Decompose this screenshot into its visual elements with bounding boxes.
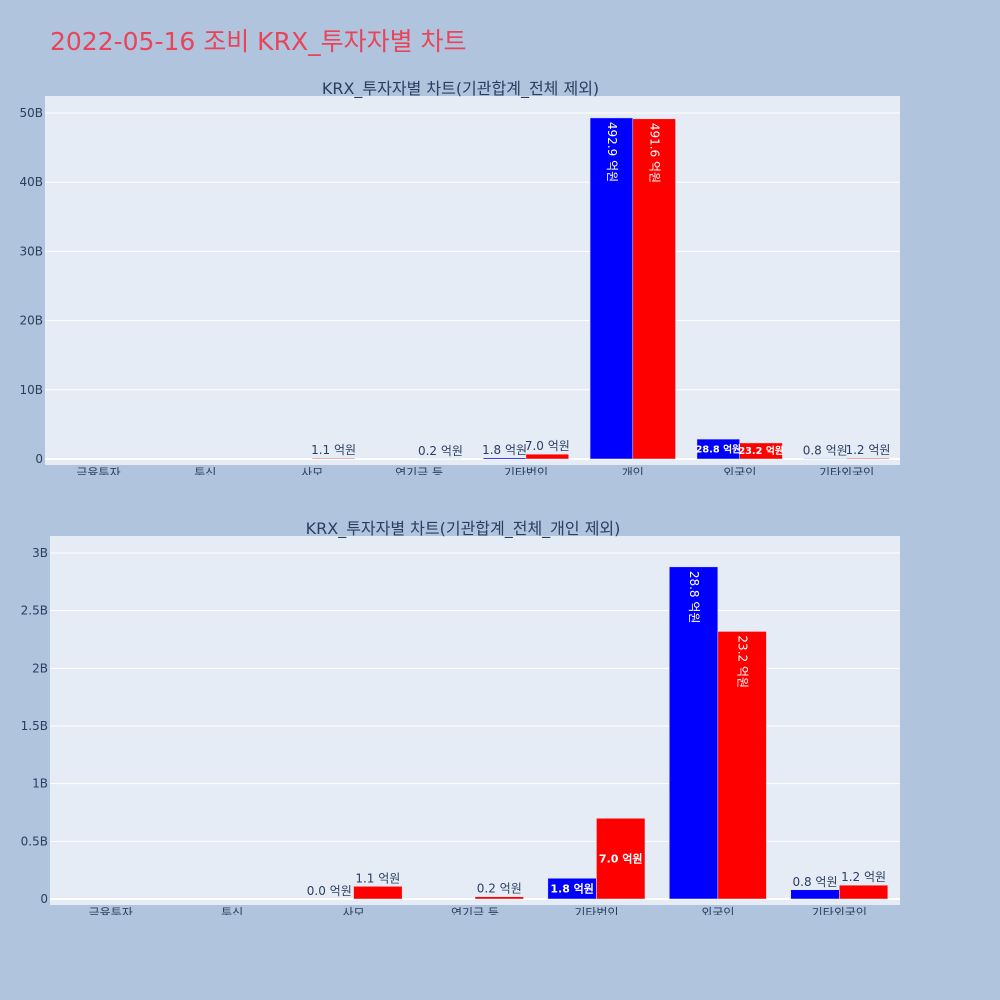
bar — [525, 453, 569, 460]
x-tick-label: 외국인 — [723, 466, 756, 475]
bar — [353, 886, 403, 900]
bar — [669, 566, 719, 900]
data-label: 7.0 억원 — [599, 851, 643, 865]
y-tick-label: 2B — [32, 661, 48, 675]
data-label: 1.2 억원 — [845, 443, 890, 457]
data-label: 1.8 억원 — [550, 881, 594, 895]
y-tick-label: 20B — [19, 314, 43, 328]
x-tick-label: 금융투자 — [89, 906, 133, 915]
plot-area — [50, 536, 900, 905]
x-tick-label: 투신 — [194, 466, 216, 475]
x-tick-label: 개인 — [622, 466, 644, 475]
chart-title: KRX_투자자별 차트(기관합계_전체 제외) — [322, 79, 599, 99]
bar — [482, 457, 527, 460]
y-tick-label: 40B — [19, 175, 43, 189]
bar — [596, 818, 646, 900]
x-tick-label: 기타법인 — [574, 906, 618, 915]
page-title: 2022-05-16 조비 KRX_투자자별 차트 — [50, 27, 467, 56]
data-label: 7.0 억원 — [525, 439, 570, 453]
bar — [632, 118, 676, 460]
data-label: 1.8 억원 — [482, 443, 527, 457]
bar — [739, 442, 783, 460]
y-tick-label: 0.5B — [21, 834, 48, 848]
x-tick-label: 연기금 등 — [395, 466, 443, 475]
data-label: 23.2 억원 — [736, 635, 750, 688]
chart-excluding-individual: 0 0.5B 1B 1.5B 2B 2.5B 3B KRX_투자자별 차트(기관합계_전체_개… — [21, 519, 900, 915]
x-tick-label: 연기금 등 — [451, 906, 499, 915]
x-tick-label: 외국인 — [701, 906, 734, 915]
x-tick-label: 기타외국인 — [812, 906, 867, 915]
x-tick-label: 금융투자 — [76, 466, 120, 475]
chart-all-investors: 0 10B 20B 30B 40B 50B KRX_투자자별 차트(기관합계_전체 제외) 금… — [19, 79, 900, 475]
data-label: 0.2 억원 — [477, 882, 522, 896]
bar — [311, 457, 356, 460]
y-tick-label: 10B — [19, 383, 43, 397]
data-label: 1.2 억원 — [841, 870, 886, 884]
bar — [474, 896, 524, 900]
data-label: 0.8 억원 — [803, 443, 848, 457]
data-label: 492.9 억원 — [605, 122, 619, 182]
data-label: 28.8 억원 — [687, 571, 701, 624]
data-label: 1.1 억원 — [311, 443, 356, 457]
y-tick-label: 30B — [19, 244, 43, 258]
data-label: 0.0 억원 — [307, 884, 352, 898]
x-tick-label: 사모 — [301, 466, 323, 475]
x-tick-label: 기타외국인 — [819, 466, 874, 475]
x-tick-label: 사모 — [343, 906, 365, 915]
data-label: 23.2 억원 — [738, 444, 783, 457]
data-label: 28.8 억원 — [696, 442, 741, 455]
data-label: 491.6 억원 — [648, 123, 662, 183]
bar — [589, 117, 634, 460]
y-tick-label: 1.5B — [21, 719, 48, 733]
bar — [839, 884, 889, 900]
bar — [717, 631, 767, 900]
y-tick-label: 0 — [35, 452, 43, 466]
bar — [803, 458, 847, 460]
data-label: 0.2 억원 — [418, 444, 463, 458]
plot-area — [45, 96, 900, 465]
data-label: 1.1 억원 — [355, 871, 400, 885]
chart-title: KRX_투자자별 차트(기관합계_전체_개인 제외) — [306, 519, 621, 539]
y-tick-label: 1B — [32, 777, 48, 791]
bar — [846, 457, 890, 460]
y-tick-label: 3B — [32, 546, 48, 560]
y-tick-label: 2.5B — [21, 604, 48, 618]
bar — [790, 889, 840, 900]
x-tick-label: 기타법인 — [504, 466, 548, 475]
data-label: 0.8 억원 — [793, 875, 838, 889]
y-tick-label: 0 — [40, 892, 48, 906]
x-tick-label: 투신 — [221, 906, 243, 915]
y-tick-label: 50B — [19, 106, 43, 120]
